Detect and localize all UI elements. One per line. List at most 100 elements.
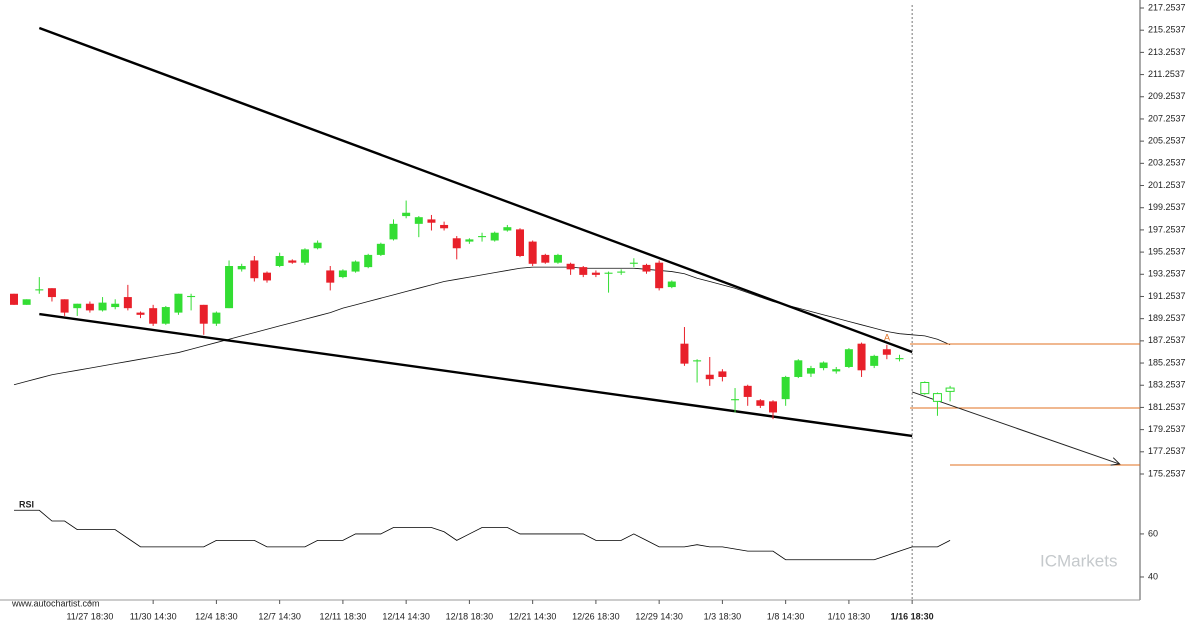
candle-body (920, 382, 930, 395)
candle-body (326, 270, 335, 283)
y-tick-label: 217.2537 (1148, 2, 1186, 12)
candle-body (490, 232, 499, 241)
arrow-head (1110, 457, 1121, 466)
y-tick-label: 183.2537 (1148, 380, 1186, 390)
candle-body (794, 360, 803, 377)
candle-body (693, 360, 702, 362)
candle-body (364, 254, 373, 268)
y-tick-label: 211.2537 (1148, 69, 1185, 79)
candle-body (111, 303, 120, 308)
x-tick-label: 12/7 14:30 (258, 611, 301, 621)
x-tick-label: 11/30 14:30 (130, 611, 177, 621)
brand: ICMarkets (1040, 551, 1117, 570)
y-tick-label: 181.2537 (1148, 402, 1186, 412)
rsi-label: RSI (19, 499, 34, 509)
x-tick-label: 12/21 14:30 (509, 611, 557, 621)
candle-body (932, 393, 942, 402)
y-tick-label: 199.2537 (1148, 202, 1186, 212)
candle-body (212, 312, 221, 324)
y-tick-label: 201.2537 (1148, 180, 1186, 190)
candle-body (503, 227, 512, 231)
candle-body (870, 355, 879, 366)
x-tick-label: 12/26 18:30 (572, 611, 620, 621)
candle-body (667, 281, 676, 288)
trend-line (38, 26, 913, 354)
annotation: A (884, 332, 890, 342)
x-tick-label: 1/8 14:30 (767, 611, 805, 621)
y-tick-label: 203.2537 (1148, 158, 1186, 168)
candle-body (478, 236, 487, 238)
watermark: www.autochartist.com (11, 598, 100, 608)
candle-body (857, 343, 866, 371)
candle-body (85, 303, 94, 311)
y-tick-label: 209.2537 (1148, 91, 1186, 101)
x-tick-label: 12/4 18:30 (195, 611, 238, 621)
y-tick-label: 197.2537 (1148, 224, 1186, 234)
x-tick-label: 1/3 18:30 (704, 611, 742, 621)
candle-body (756, 400, 765, 406)
rsi-tick-label: 40 (1148, 571, 1158, 581)
candle-body (769, 401, 777, 413)
candle-body (402, 212, 411, 217)
candle-body (566, 263, 575, 270)
y-tick-label: 193.2537 (1148, 269, 1186, 279)
candle-body (832, 369, 841, 372)
candle-body (275, 256, 284, 267)
x-tick-label: 1/16 18:30 (891, 611, 934, 621)
candle-body (591, 272, 600, 275)
candle-body (617, 271, 626, 273)
y-tick-label: 195.2537 (1148, 246, 1186, 256)
y-tick-label: 207.2537 (1148, 113, 1186, 123)
candle-body (60, 299, 69, 313)
forecast-arrow (911, 391, 1120, 465)
moving-average (13, 266, 951, 386)
rsi-tick-label: 60 (1148, 528, 1158, 538)
candle-body (440, 224, 449, 229)
candle-body (73, 303, 82, 309)
y-tick-label: 213.2537 (1148, 47, 1186, 57)
candle-body (389, 223, 398, 240)
x-tick-label: 12/14 14:30 (382, 611, 430, 621)
candle-body (895, 358, 904, 360)
candle-body (844, 349, 853, 367)
y-tick-label: 179.2537 (1148, 424, 1186, 434)
candle-body (225, 266, 234, 309)
candle-body (414, 217, 423, 224)
x-tick-label: 1/10 18:30 (828, 611, 871, 621)
y-tick-label: 191.2537 (1148, 291, 1186, 301)
candle-body (187, 295, 196, 298)
candle-body (263, 272, 271, 281)
candle-body (705, 374, 714, 380)
candle-body (945, 387, 955, 392)
candle-body (541, 254, 550, 263)
x-tick-label: 11/27 18:30 (66, 611, 113, 621)
x-tick-label: 12/29 14:30 (635, 611, 683, 621)
candle-body (629, 262, 638, 264)
candle-body (528, 241, 537, 264)
x-tick-label: 12/11 18:30 (319, 611, 366, 621)
y-tick-label: 205.2537 (1148, 136, 1186, 146)
candle-body (136, 312, 145, 315)
y-tick-label: 185.2537 (1148, 357, 1186, 367)
candle-body (642, 264, 651, 272)
candle-body (338, 270, 347, 278)
candle-body (882, 349, 891, 355)
candle-body (313, 242, 322, 249)
candle-body (35, 289, 44, 291)
candle-body (199, 304, 208, 324)
candle-body (819, 362, 828, 369)
candle-body (579, 267, 588, 275)
candle-body (452, 238, 461, 249)
candle-body (376, 243, 385, 255)
candle-body (123, 297, 132, 309)
candle-body (781, 376, 790, 400)
candle-body (10, 293, 18, 305)
candle-body (516, 229, 524, 257)
y-tick-label: 177.2537 (1148, 446, 1186, 456)
candle-body (465, 239, 474, 242)
candle-body (351, 261, 360, 272)
candle-body (161, 307, 170, 324)
candle-body (655, 262, 664, 289)
